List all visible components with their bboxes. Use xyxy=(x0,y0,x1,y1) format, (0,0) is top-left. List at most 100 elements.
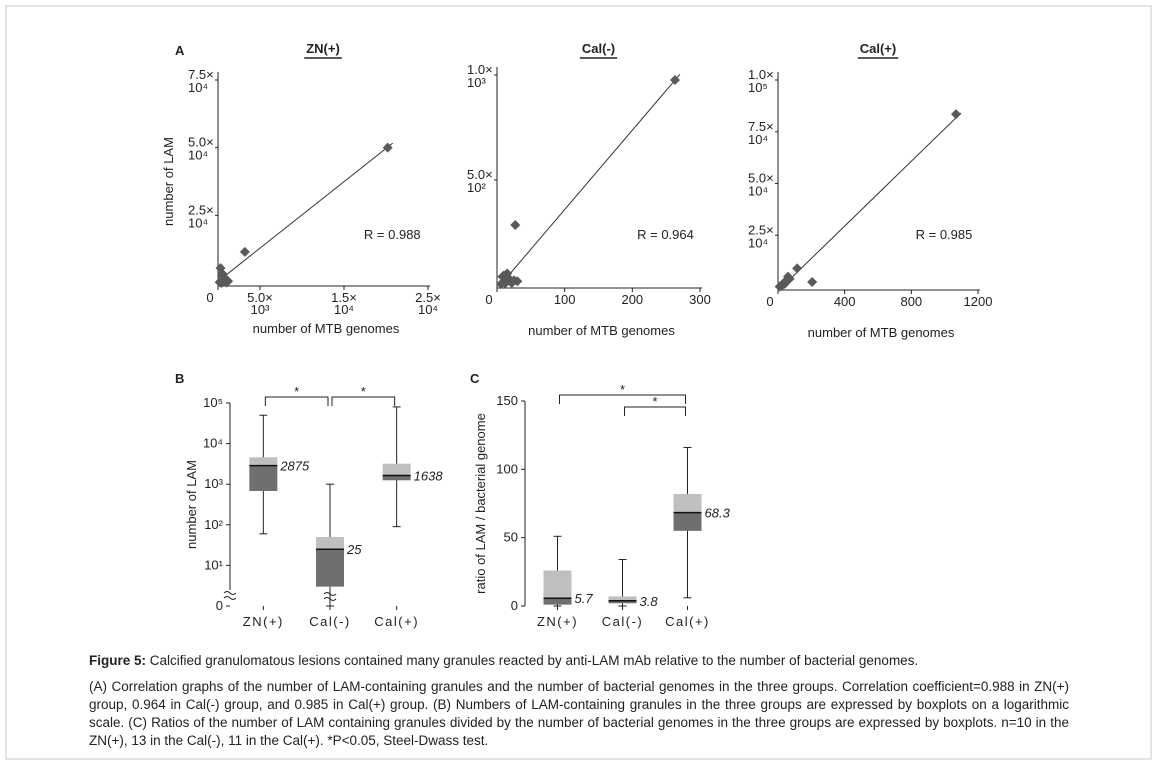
chart-title: Cal(+) xyxy=(860,41,896,56)
label-line: 10⁵ xyxy=(748,80,768,95)
x-tick-label: Cal(+) xyxy=(374,614,419,629)
median-label: 25 xyxy=(346,542,362,557)
median-label: 68.3 xyxy=(705,506,731,521)
y-tick-label: 1.0× 10³ xyxy=(467,62,493,90)
panel-label: A xyxy=(175,43,185,58)
box-lower xyxy=(382,475,411,481)
y-tick-label: 10² xyxy=(204,517,223,532)
caption: Figure 5: Calcified granulomatous lesion… xyxy=(89,652,1069,758)
label-line: 5.0× xyxy=(467,167,493,182)
box-lower xyxy=(673,512,702,531)
box-lower xyxy=(543,598,572,605)
box-upper xyxy=(249,457,278,466)
data-point xyxy=(792,263,803,274)
annotation: R = 0.985 xyxy=(916,227,973,242)
data-point xyxy=(510,219,521,230)
median-label: 1638 xyxy=(414,468,444,483)
label-line: 10⁴ xyxy=(188,148,208,163)
data-point xyxy=(669,75,680,86)
label-line: 10³ xyxy=(251,302,270,317)
x-axis-label: number of MTB genomes xyxy=(528,323,675,338)
x-tick-label: Cal(-) xyxy=(602,614,644,629)
caption-heading: Figure 5: Calcified granulomatous lesion… xyxy=(89,652,1069,670)
significance-label: * xyxy=(620,382,625,397)
y-tick-label: 5.0× 10⁴ xyxy=(188,135,214,163)
significance-bracket xyxy=(624,406,686,416)
data-point xyxy=(239,246,250,257)
y-tick-label: 10⁴ xyxy=(203,436,223,451)
label-line: 2.5× xyxy=(415,290,441,305)
data-point xyxy=(951,109,961,120)
box-upper xyxy=(316,537,344,550)
x-axis-label: number of MTB genomes xyxy=(253,321,400,336)
label-line: 10⁴ xyxy=(748,132,768,147)
data-point xyxy=(502,268,513,279)
significance-bracket xyxy=(559,394,686,404)
label-line: 10⁴ xyxy=(334,302,354,317)
x-tick-label: 2.5× 10⁴ xyxy=(415,290,441,317)
x-tick-label: 1200 xyxy=(964,294,993,309)
label-line: 10⁴ xyxy=(188,215,208,230)
significance-bracket xyxy=(264,396,329,406)
label-line: 1.5× xyxy=(331,290,357,305)
significance-label: * xyxy=(294,384,299,399)
data-point xyxy=(496,278,507,289)
label-line: 2.5× xyxy=(188,202,214,217)
x-tick-label: Cal(-) xyxy=(309,614,351,629)
x-tick-label: Cal(+) xyxy=(665,614,710,629)
box-upper xyxy=(673,493,702,513)
annotation: R = 0.964 xyxy=(637,227,694,242)
annotation: R = 0.988 xyxy=(364,227,421,242)
data-point xyxy=(774,281,785,292)
label-line: 1.0× xyxy=(467,62,493,77)
x-tick-label: 5.0× 10³ xyxy=(247,290,273,317)
caption-text: (A) Correlation graphs of the number of … xyxy=(89,679,1069,748)
y-tick-label: 10³ xyxy=(204,476,223,491)
significance-label: * xyxy=(652,394,657,409)
x-tick-label: 400 xyxy=(834,294,856,309)
caption-label: Figure 5: xyxy=(89,653,147,668)
panel-label: B xyxy=(175,371,184,386)
x-tick-label: ZN(+) xyxy=(243,614,284,629)
y-tick-label: 0 xyxy=(511,598,518,613)
label-line: 5.0× xyxy=(247,290,273,305)
label-line: 7.5× xyxy=(748,119,774,134)
label-line: 10² xyxy=(467,180,486,195)
x-tick-label: 800 xyxy=(900,294,922,309)
median-label: 2875 xyxy=(279,459,310,474)
chart-title: ZN(+) xyxy=(306,41,340,56)
chart-title: Cal(-) xyxy=(582,41,615,56)
y-tick-label: 1.0× 10⁵ xyxy=(748,67,774,95)
label-line: 10³ xyxy=(467,75,486,90)
data-point xyxy=(784,273,795,284)
y-axis-label: ratio of LAM / bacterial genome xyxy=(473,413,488,594)
y-tick-label: 5.0× 10² xyxy=(467,167,493,195)
y-tick-label: 7.5× 10⁴ xyxy=(188,67,214,95)
box-upper xyxy=(382,463,411,476)
label-line: 10⁴ xyxy=(748,184,768,199)
y-tick-label: 2.5× 10⁴ xyxy=(748,222,774,250)
data-point xyxy=(382,142,393,153)
axis-break xyxy=(223,591,237,600)
label-line: 5.0× xyxy=(748,171,774,186)
x-tick-label: 0 xyxy=(766,294,773,309)
trendline xyxy=(779,112,962,290)
box-lower xyxy=(316,549,344,587)
data-point xyxy=(512,276,523,287)
label-line: 10⁴ xyxy=(748,235,768,250)
significance-bracket xyxy=(331,396,396,406)
x-tick-label: ZN(+) xyxy=(537,614,578,629)
x-tick-label: 0 xyxy=(485,292,492,307)
label-line: 1.0× xyxy=(748,67,774,82)
data-point xyxy=(216,278,227,288)
label-line: 10⁴ xyxy=(188,80,208,95)
y-tick-label: 100 xyxy=(496,461,518,476)
trendline xyxy=(219,142,393,281)
significance-label: * xyxy=(361,384,366,399)
y-tick-label: 150 xyxy=(496,393,518,408)
median-label: 5.7 xyxy=(575,591,594,606)
label-line: 7.5× xyxy=(188,67,214,82)
y-axis-label: number of LAM xyxy=(161,137,176,226)
